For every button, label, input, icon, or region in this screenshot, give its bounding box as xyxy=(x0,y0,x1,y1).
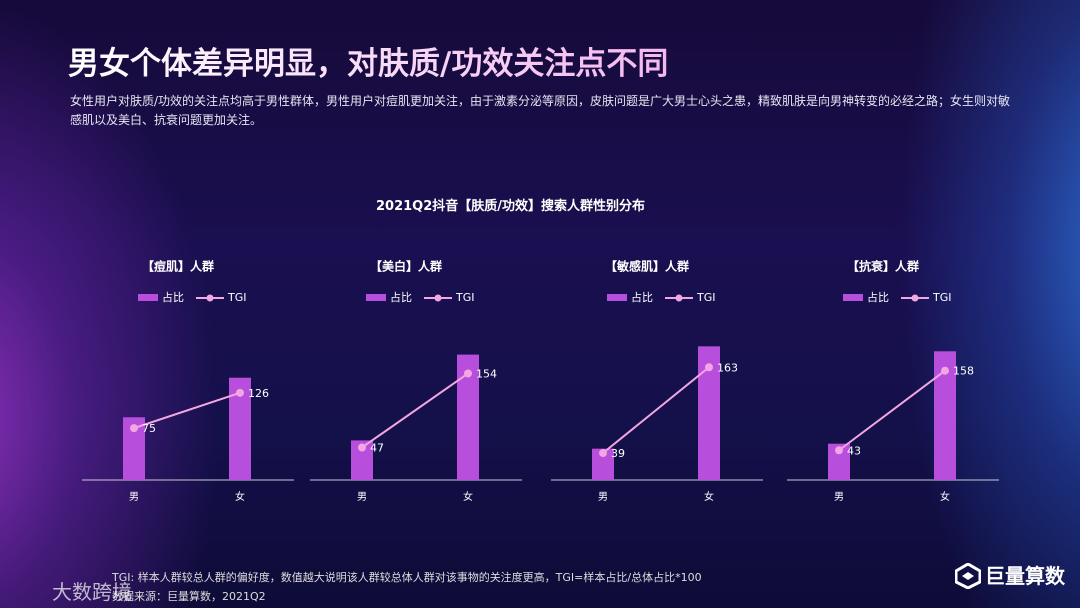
legend-marker xyxy=(434,294,442,302)
logo-icon xyxy=(954,562,982,590)
legend-label: 占比 xyxy=(867,290,889,304)
data-label: 39 xyxy=(611,447,625,460)
legend-label: TGI xyxy=(932,291,952,304)
line-marker xyxy=(358,443,366,452)
x-tick-label: 女 xyxy=(235,490,245,503)
line xyxy=(838,369,946,452)
legend-swatch xyxy=(138,294,158,301)
legend-marker xyxy=(206,294,214,302)
legend-label: 占比 xyxy=(162,290,184,304)
bar xyxy=(592,448,614,480)
x-tick-label: 男 xyxy=(129,491,139,503)
legend-marker xyxy=(911,294,919,302)
line-marker xyxy=(464,369,472,378)
legend-swatch xyxy=(607,294,627,301)
legend-swatch xyxy=(843,294,863,301)
bar xyxy=(934,351,956,480)
data-label: 158 xyxy=(953,365,974,378)
chart-title: 【痘肌】人群 xyxy=(142,259,214,274)
line-marker xyxy=(835,446,843,455)
chart-group-title: 2021Q2抖音【肤质/功效】搜索人群性别分布 xyxy=(376,199,646,214)
legend-label: TGI xyxy=(696,291,716,304)
description: 女性用户对肤质/功效的关注点均高于男性群体，男性用户对痘肌更加关注，由于激素分泌… xyxy=(70,94,1011,127)
chart-title: 【敏感肌】人群 xyxy=(605,259,689,274)
x-tick-label: 男 xyxy=(357,491,367,503)
x-tick-label: 男 xyxy=(598,491,608,503)
bar xyxy=(351,440,373,480)
footnote: TGI: 样本人群较总人群的偏好度，数值越大说明该人群较总体人群对该事物的关注度… xyxy=(112,571,702,584)
data-label: 163 xyxy=(717,361,738,374)
chart-title: 【抗衰】人群 xyxy=(847,259,919,274)
logo-text: 巨量算数 xyxy=(985,564,1065,588)
line-marker xyxy=(130,424,138,433)
legend-label: 占比 xyxy=(390,290,412,304)
line xyxy=(602,366,710,454)
data-label: 154 xyxy=(476,367,497,380)
x-tick-label: 女 xyxy=(463,490,473,503)
line-marker xyxy=(599,449,607,458)
x-tick-label: 女 xyxy=(704,490,714,503)
slide-title: 男女个体差异明显，对肤质/功效关注点不同 xyxy=(68,38,668,83)
legend-label: TGI xyxy=(455,291,475,304)
data-label: 47 xyxy=(370,441,384,454)
x-tick-label: 男 xyxy=(834,491,844,503)
legend-label: 占比 xyxy=(631,290,653,304)
line-marker xyxy=(941,366,949,375)
line-marker xyxy=(236,388,244,397)
line xyxy=(361,372,469,449)
logo: 巨量算数 xyxy=(954,560,1065,590)
watermark: 大数跨境 xyxy=(52,580,132,604)
bar xyxy=(123,417,145,480)
footnote: 数据来源：巨量算数，2021Q2 xyxy=(112,590,266,603)
bar xyxy=(828,443,850,480)
data-label: 43 xyxy=(847,444,861,457)
bar xyxy=(457,354,479,480)
data-label: 126 xyxy=(248,387,269,400)
bar xyxy=(229,377,251,480)
x-tick-label: 女 xyxy=(940,490,950,503)
line-marker xyxy=(705,363,713,372)
data-label: 75 xyxy=(142,422,156,435)
chart-title: 【美白】人群 xyxy=(370,259,442,274)
bar xyxy=(698,346,720,480)
legend-swatch xyxy=(366,294,386,301)
legend-label: TGI xyxy=(227,291,247,304)
legend-marker xyxy=(675,294,683,302)
line xyxy=(133,391,241,430)
